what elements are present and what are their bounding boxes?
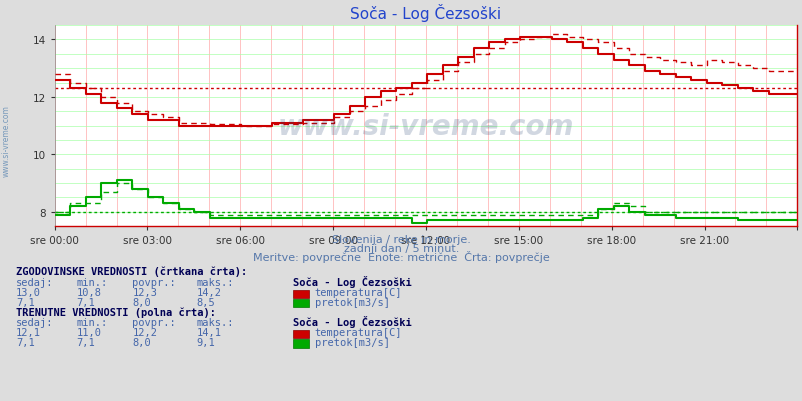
Text: 7,1: 7,1 — [16, 337, 34, 347]
Text: pretok[m3/s]: pretok[m3/s] — [314, 337, 389, 347]
Text: 8,0: 8,0 — [132, 297, 151, 307]
Text: maks.:: maks.: — [196, 318, 234, 328]
Text: povpr.:: povpr.: — [132, 318, 176, 328]
Text: 12,2: 12,2 — [132, 328, 157, 338]
Text: www.si-vreme.com: www.si-vreme.com — [2, 105, 11, 176]
Text: 14,1: 14,1 — [196, 328, 221, 338]
Text: min.:: min.: — [76, 277, 107, 288]
Text: 12,3: 12,3 — [132, 288, 157, 298]
Text: 7,1: 7,1 — [16, 297, 34, 307]
Text: TRENUTNE VREDNOSTI (polna črta):: TRENUTNE VREDNOSTI (polna črta): — [16, 307, 216, 318]
Text: zadnji dan / 5 minut.: zadnji dan / 5 minut. — [343, 243, 459, 253]
Text: ZGODOVINSKE VREDNOSTI (črtkana črta):: ZGODOVINSKE VREDNOSTI (črtkana črta): — [16, 266, 247, 277]
Text: povpr.:: povpr.: — [132, 277, 176, 288]
Text: 13,0: 13,0 — [16, 288, 41, 298]
Text: 7,1: 7,1 — [76, 337, 95, 347]
Text: 9,1: 9,1 — [196, 337, 215, 347]
Text: temperatura[C]: temperatura[C] — [314, 288, 402, 298]
Text: 7,1: 7,1 — [76, 297, 95, 307]
Text: www.si-vreme.com: www.si-vreme.com — [277, 112, 573, 140]
Text: temperatura[C]: temperatura[C] — [314, 328, 402, 338]
Text: pretok[m3/s]: pretok[m3/s] — [314, 297, 389, 307]
Text: Soča - Log Čezsoški: Soča - Log Čezsoški — [293, 316, 411, 328]
Text: 8,0: 8,0 — [132, 337, 151, 347]
Text: sedaj:: sedaj: — [16, 277, 54, 288]
Title: Soča - Log Čezsoški: Soča - Log Čezsoški — [350, 4, 501, 22]
Text: sedaj:: sedaj: — [16, 318, 54, 328]
Text: Meritve: povprečne  Enote: metrične  Črta: povprečje: Meritve: povprečne Enote: metrične Črta:… — [253, 250, 549, 262]
Text: 10,8: 10,8 — [76, 288, 101, 298]
Text: min.:: min.: — [76, 318, 107, 328]
Text: Soča - Log Čezsoški: Soča - Log Čezsoški — [293, 275, 411, 288]
Text: 8,5: 8,5 — [196, 297, 215, 307]
Text: 11,0: 11,0 — [76, 328, 101, 338]
Text: maks.:: maks.: — [196, 277, 234, 288]
Text: 14,2: 14,2 — [196, 288, 221, 298]
Text: 12,1: 12,1 — [16, 328, 41, 338]
Text: Slovenija / reke in morje.: Slovenija / reke in morje. — [332, 235, 470, 245]
